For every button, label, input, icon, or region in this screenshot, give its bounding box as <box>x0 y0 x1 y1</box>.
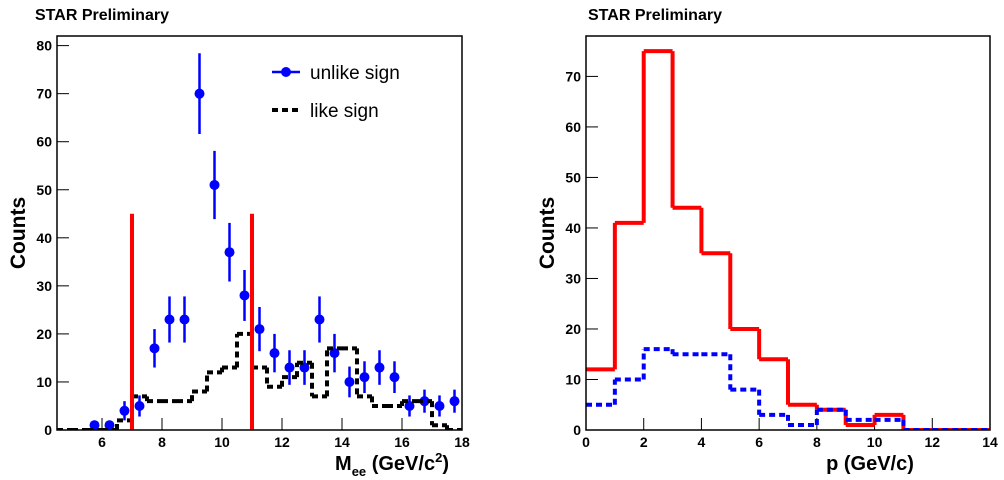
y-tick-label: 50 <box>565 169 581 185</box>
data-point <box>269 348 280 359</box>
data-point <box>329 348 340 359</box>
data-point <box>359 372 370 383</box>
data-point <box>224 247 235 258</box>
data-point <box>419 396 430 407</box>
data-point <box>254 324 265 335</box>
data-point <box>449 396 460 407</box>
chart-title: STAR Preliminary <box>588 7 722 24</box>
x-tick-label: 2 <box>640 434 648 450</box>
x-tick-label: 14 <box>334 434 350 450</box>
plot-area <box>586 49 990 430</box>
y-tick-label: 10 <box>36 374 52 390</box>
data-point <box>389 372 400 383</box>
legend-marker <box>281 67 291 77</box>
x-tick-label: 8 <box>158 434 166 450</box>
x-title-part: M <box>335 453 352 475</box>
x-title-part: ) <box>442 453 449 475</box>
data-point <box>314 314 325 325</box>
x-tick-label: 6 <box>755 434 763 450</box>
plot-frame <box>56 35 463 431</box>
y-tick-label: 50 <box>36 182 52 198</box>
data-point <box>164 314 175 325</box>
y-tick-label: 70 <box>565 68 581 84</box>
y-tick-label: 0 <box>44 422 52 438</box>
x-tick-label: 16 <box>394 434 410 450</box>
data-point <box>374 362 385 373</box>
data-point <box>149 343 160 354</box>
legend-label: unlike sign <box>310 63 400 84</box>
data-point <box>89 420 100 430</box>
legend-label: like sign <box>310 101 379 122</box>
y-tick-label: 40 <box>565 220 581 236</box>
x-title-part: (GeV/c <box>366 453 435 475</box>
plot-area <box>57 53 462 430</box>
x-tick-label: 10 <box>867 434 883 450</box>
data-point <box>284 362 295 373</box>
y-tick-label: 70 <box>36 86 52 102</box>
x-title-part: p (GeV/c) <box>826 453 914 475</box>
data-point <box>119 405 130 416</box>
y-axis-title: Counts <box>7 197 30 269</box>
x-tick-label: 0 <box>582 434 590 450</box>
x-tick-label: 12 <box>274 434 290 450</box>
plot-frame <box>585 35 991 431</box>
data-point <box>404 400 415 411</box>
x-tick-label: 10 <box>214 434 230 450</box>
y-tick-label: 20 <box>36 326 52 342</box>
x-title-part: 2 <box>435 450 442 465</box>
data-point <box>134 400 145 411</box>
data-point <box>434 400 445 411</box>
y-tick-label: 60 <box>36 134 52 150</box>
x-tick-label: 12 <box>924 434 940 450</box>
y-tick-label: 0 <box>573 422 581 438</box>
data-point <box>179 314 190 325</box>
x-tick-label: 14 <box>982 434 998 450</box>
data-point <box>344 376 355 387</box>
y-tick-label: 40 <box>36 230 52 246</box>
y-axis-title: Counts <box>536 197 559 269</box>
y-tick-label: 30 <box>565 270 581 286</box>
x-tick-label: 18 <box>454 434 470 450</box>
data-point <box>104 420 115 430</box>
data-point <box>239 290 250 301</box>
data-point <box>299 362 310 373</box>
chart-title: STAR Preliminary <box>35 7 169 24</box>
y-tick-label: 20 <box>565 321 581 337</box>
x-axis-title: p (GeV/c) <box>826 453 914 475</box>
x-title-part: ee <box>352 464 366 479</box>
data-point <box>194 88 205 99</box>
y-tick-label: 80 <box>36 38 52 54</box>
data-point <box>209 179 220 190</box>
y-tick-label: 10 <box>565 371 581 387</box>
y-tick-label: 30 <box>36 278 52 294</box>
x-axis-title: Mee (GeV/c2) <box>335 450 449 479</box>
x-tick-label: 6 <box>98 434 106 450</box>
x-tick-label: 8 <box>813 434 821 450</box>
x-tick-label: 4 <box>698 434 706 450</box>
y-tick-label: 60 <box>565 119 581 135</box>
